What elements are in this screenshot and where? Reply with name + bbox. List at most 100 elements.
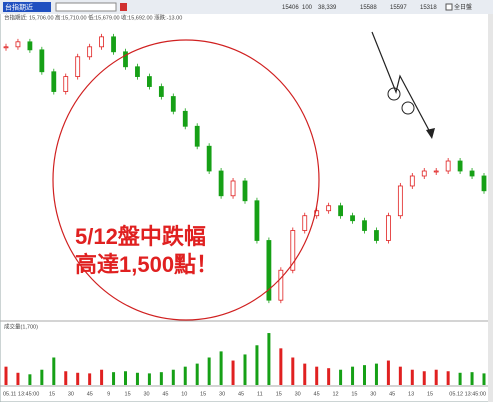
volume-bar <box>315 366 319 385</box>
x-tick-label: 15 <box>125 391 131 397</box>
volume-bar <box>219 351 223 385</box>
volume-bar <box>279 348 283 385</box>
quote-5: 15597 <box>390 5 407 11</box>
volume-bar <box>482 373 486 385</box>
volume-bar <box>183 366 187 385</box>
scrollbar[interactable] <box>488 14 493 402</box>
candle <box>469 170 475 177</box>
volume-bar <box>88 373 92 385</box>
candle <box>266 240 272 301</box>
volume-bar <box>112 372 116 385</box>
x-tick-label: 45 <box>238 391 244 397</box>
candle <box>374 230 379 241</box>
candle <box>27 41 33 51</box>
candle <box>362 220 367 231</box>
candle <box>182 110 188 127</box>
candle <box>111 36 116 53</box>
volume-bar <box>100 369 104 385</box>
annotation-2: 高達1,500點！ <box>75 252 218 277</box>
volume-bar <box>410 369 414 385</box>
session[interactable]: 全日盤 <box>454 3 472 11</box>
volume-bar <box>159 372 163 385</box>
annotation-1: 5/12盤中跌幅 <box>75 224 206 249</box>
btn[interactable] <box>120 3 127 11</box>
info-bar: 台指期近: 15,706.00 高:15,710.00 低:15,679.00 … <box>4 13 182 21</box>
volume-bar <box>243 354 247 385</box>
candle <box>146 76 152 87</box>
candle <box>350 215 355 222</box>
candle <box>409 175 415 187</box>
volume-bar <box>135 372 139 385</box>
candle <box>123 51 128 68</box>
arrow-head <box>426 128 435 139</box>
volume-bar <box>28 374 32 385</box>
candle <box>135 66 140 77</box>
volume-bar <box>147 373 151 385</box>
x-tick-label: 30 <box>219 391 225 397</box>
period-buttons[interactable] <box>55 2 117 12</box>
x-tick-label: 10 <box>181 391 187 397</box>
volume-bar <box>374 363 378 385</box>
candle <box>218 170 224 197</box>
x-tick-label: 30 <box>68 391 74 397</box>
quote-4: 15588 <box>360 5 377 11</box>
x-end: 05.12 13:45:00 <box>449 391 486 397</box>
symbol-box[interactable] <box>3 2 51 12</box>
marks: 15 30 45 9 15 30 45 10 15 30 45 11 15 30 45 12 15 30 45 13 1… <box>3 33 487 397</box>
volume-bar <box>458 372 462 385</box>
x-tick-label: 15 <box>427 391 433 397</box>
marker-circle <box>401 101 415 115</box>
x-tick-label: 45 <box>162 391 168 397</box>
candle <box>397 185 403 217</box>
highlight-circle <box>52 39 320 321</box>
candle <box>3 46 9 49</box>
x-tick-label: 30 <box>143 391 149 397</box>
volume-bar <box>40 369 44 385</box>
volume-label: 成交量(1,700) <box>4 322 38 330</box>
quote-2: 100 <box>302 5 313 11</box>
candle <box>481 175 487 192</box>
x-tick-label: 15 <box>276 391 282 397</box>
volume-bar <box>327 368 331 385</box>
candle <box>87 46 93 58</box>
marker-circle <box>387 87 401 101</box>
volume-bar <box>398 366 402 385</box>
candle <box>206 145 212 172</box>
volume-bar <box>434 369 438 385</box>
volume-bar <box>386 360 390 385</box>
candle <box>75 56 81 77</box>
candle <box>385 215 391 241</box>
x-tick-label: 15 <box>351 391 357 397</box>
candle <box>170 96 176 112</box>
symbol[interactable]: 台指期近 <box>5 2 33 11</box>
checkbox[interactable] <box>445 3 453 11</box>
quote-3: 38,339 <box>318 5 337 11</box>
volume-bar <box>303 363 307 385</box>
volume-bar <box>4 366 8 385</box>
volume-bar <box>267 333 271 385</box>
candle <box>99 36 104 48</box>
volume-bar <box>64 371 68 385</box>
candle <box>290 230 296 271</box>
volume-bar <box>363 365 366 385</box>
volume-bar <box>195 363 199 385</box>
volume-bar <box>470 372 474 385</box>
volume-bar <box>255 345 259 385</box>
candle <box>278 269 284 301</box>
x-tick-label: 45 <box>314 391 320 397</box>
volume-bar <box>76 372 80 385</box>
volume-bar <box>207 357 211 385</box>
arrow <box>371 31 432 135</box>
candle <box>51 71 57 92</box>
candle <box>302 215 308 231</box>
volume-bar <box>291 357 295 385</box>
candle <box>433 170 439 173</box>
volume-bar <box>339 369 343 385</box>
x-tick-label: 9 <box>107 391 110 397</box>
volume-bar <box>171 369 175 385</box>
volume-bar <box>231 360 235 385</box>
candle <box>230 180 236 197</box>
candle <box>338 205 344 217</box>
x-tick-label: 45 <box>87 391 93 397</box>
